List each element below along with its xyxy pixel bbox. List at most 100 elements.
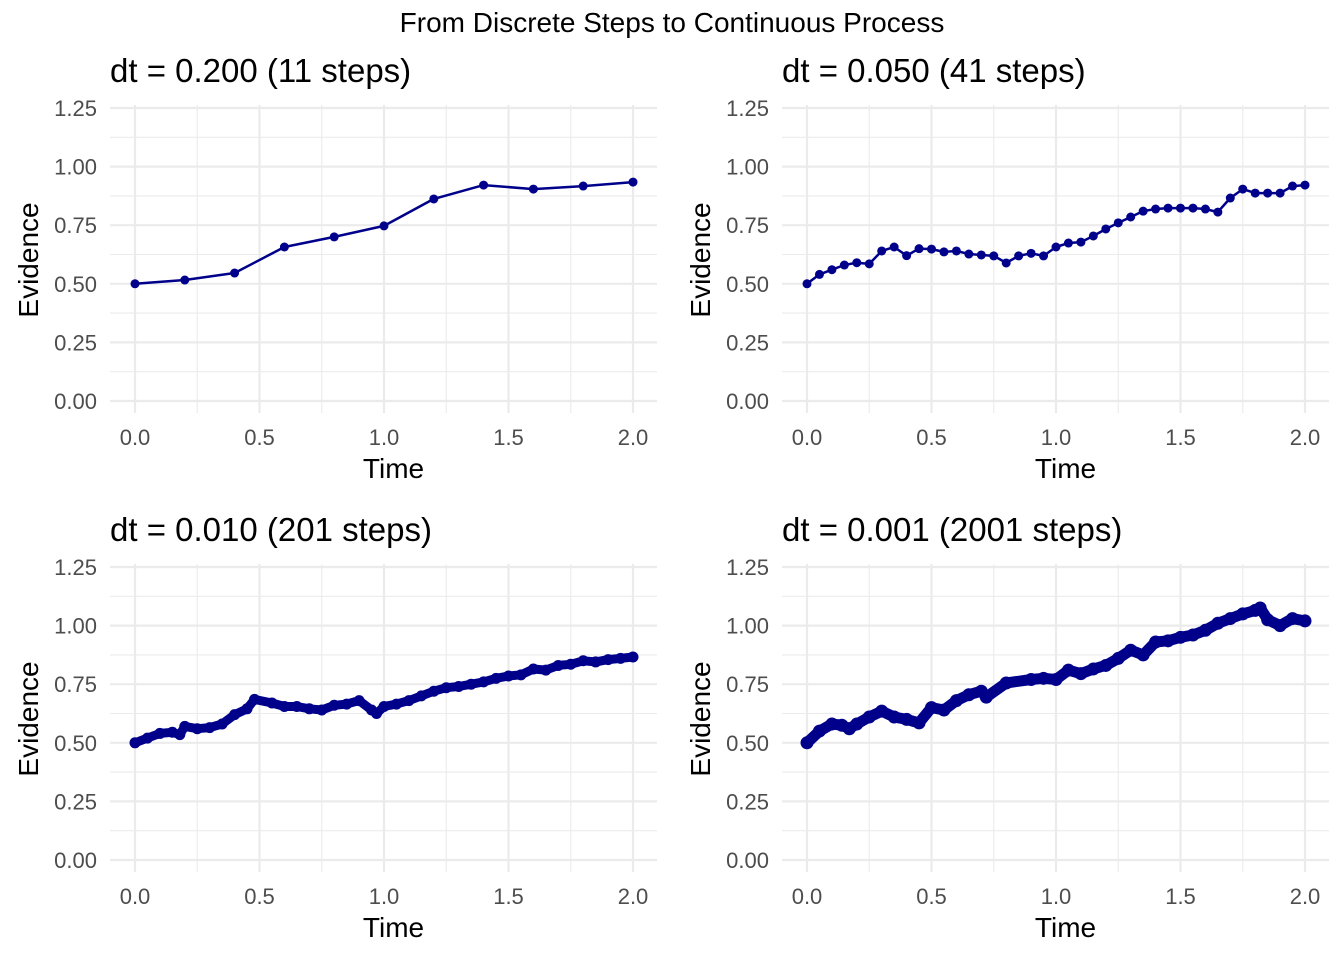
gridlines xyxy=(110,564,657,872)
data-point xyxy=(628,177,638,187)
data-point xyxy=(1111,651,1125,665)
data-point xyxy=(989,251,999,261)
data-point xyxy=(1253,601,1267,615)
data-point xyxy=(937,703,951,717)
data-point xyxy=(1099,658,1113,672)
data-point xyxy=(1026,248,1036,258)
y-tick-label: 0.75 xyxy=(54,672,97,697)
x-tick-label: 1.5 xyxy=(1165,884,1196,909)
data-point xyxy=(577,655,589,667)
data-point xyxy=(428,685,440,697)
data-point xyxy=(249,693,261,705)
x-tick-label: 1.5 xyxy=(493,884,524,909)
data-point xyxy=(875,704,889,718)
data-point xyxy=(1288,181,1298,191)
data-point xyxy=(825,717,839,731)
data-point xyxy=(1049,673,1063,687)
data-point xyxy=(800,736,814,750)
data-point xyxy=(478,676,490,688)
data-point xyxy=(1037,671,1051,685)
data-point xyxy=(1024,673,1038,687)
data-point xyxy=(1225,193,1235,203)
x-axis-label: Time xyxy=(363,453,424,484)
data-point xyxy=(353,695,365,707)
y-tick-label: 0.50 xyxy=(726,731,769,756)
data-point xyxy=(887,710,901,724)
data-point xyxy=(1286,612,1300,626)
data-point xyxy=(341,698,353,710)
data-point xyxy=(329,232,339,242)
data-point xyxy=(914,244,924,254)
data-point xyxy=(378,700,390,712)
data-point xyxy=(999,676,1013,690)
data-point xyxy=(528,184,538,194)
data-point xyxy=(1273,619,1287,633)
data-point xyxy=(204,722,216,734)
data-point xyxy=(1176,203,1185,213)
data-point xyxy=(864,259,874,269)
data-point xyxy=(465,678,477,690)
y-tick-label: 0.00 xyxy=(726,848,769,873)
data-point xyxy=(1136,648,1150,662)
data-point xyxy=(1001,258,1011,268)
x-tick-label: 0.0 xyxy=(792,884,823,909)
panel-title: dt = 0.200 (11 steps) xyxy=(110,52,411,89)
data-point xyxy=(1076,237,1086,247)
y-tick-label: 1.25 xyxy=(726,96,769,121)
panel-title: dt = 0.001 (2001 steps) xyxy=(782,511,1122,548)
x-tick-label: 2.0 xyxy=(1290,425,1321,450)
data-point xyxy=(328,699,340,711)
x-tick-label: 0.5 xyxy=(244,425,275,450)
data-point xyxy=(440,682,452,694)
data-point xyxy=(291,700,303,712)
data-point xyxy=(174,729,186,741)
x-tick-label: 2.0 xyxy=(618,425,649,450)
panel-1: 0.00 0.25 0.50 0.75 1.00 1.25 0.0 0.5 1.0 1.5 2.0 d… xyxy=(13,52,657,484)
x-axis-label: Time xyxy=(1035,912,1096,943)
data-point xyxy=(266,697,278,709)
panels: 0.00 0.25 0.50 0.75 1.00 1.25 0.0 0.5 1.0 1.5 2.0 d… xyxy=(13,52,1329,943)
x-tick-label: 1.0 xyxy=(369,425,400,450)
x-tick-label: 0.0 xyxy=(120,884,151,909)
data-point xyxy=(812,724,826,738)
series-points xyxy=(802,180,1310,289)
y-tick-label: 1.25 xyxy=(726,555,769,580)
data-point xyxy=(191,723,203,735)
data-point xyxy=(802,279,812,289)
data-point xyxy=(889,242,899,252)
data-point xyxy=(552,659,564,671)
data-point xyxy=(927,244,936,254)
data-point xyxy=(403,695,415,707)
data-point xyxy=(1250,188,1260,198)
data-point xyxy=(1124,643,1138,657)
data-point xyxy=(1261,613,1275,627)
y-tick-label: 0.75 xyxy=(726,672,769,697)
y-tick-label: 0.50 xyxy=(54,731,97,756)
data-point xyxy=(141,732,153,744)
y-axis-label: Evidence xyxy=(13,202,44,317)
gridlines xyxy=(110,105,657,413)
y-tick-label: 0.25 xyxy=(54,789,97,814)
x-tick-label: 1.5 xyxy=(493,425,524,450)
data-point xyxy=(979,690,993,704)
data-point xyxy=(1223,612,1237,626)
panel-title: dt = 0.050 (41 steps) xyxy=(782,52,1086,89)
x-tick-label: 0.0 xyxy=(792,425,823,450)
data-point xyxy=(527,663,539,675)
data-point xyxy=(1213,207,1223,217)
x-axis-label: Time xyxy=(363,912,424,943)
data-point xyxy=(951,246,961,256)
data-point xyxy=(129,737,141,749)
data-point xyxy=(1211,616,1225,630)
data-point xyxy=(1126,212,1136,222)
data-point xyxy=(877,246,887,256)
data-point xyxy=(453,681,465,693)
panel-title: dt = 0.010 (201 steps) xyxy=(110,511,432,548)
series-points xyxy=(129,651,639,749)
data-point xyxy=(1138,206,1148,216)
y-tick-label: 1.00 xyxy=(54,155,97,180)
data-point xyxy=(1275,188,1285,198)
data-point xyxy=(479,180,489,190)
data-point xyxy=(949,694,963,708)
x-tick-label: 1.5 xyxy=(1165,425,1196,450)
